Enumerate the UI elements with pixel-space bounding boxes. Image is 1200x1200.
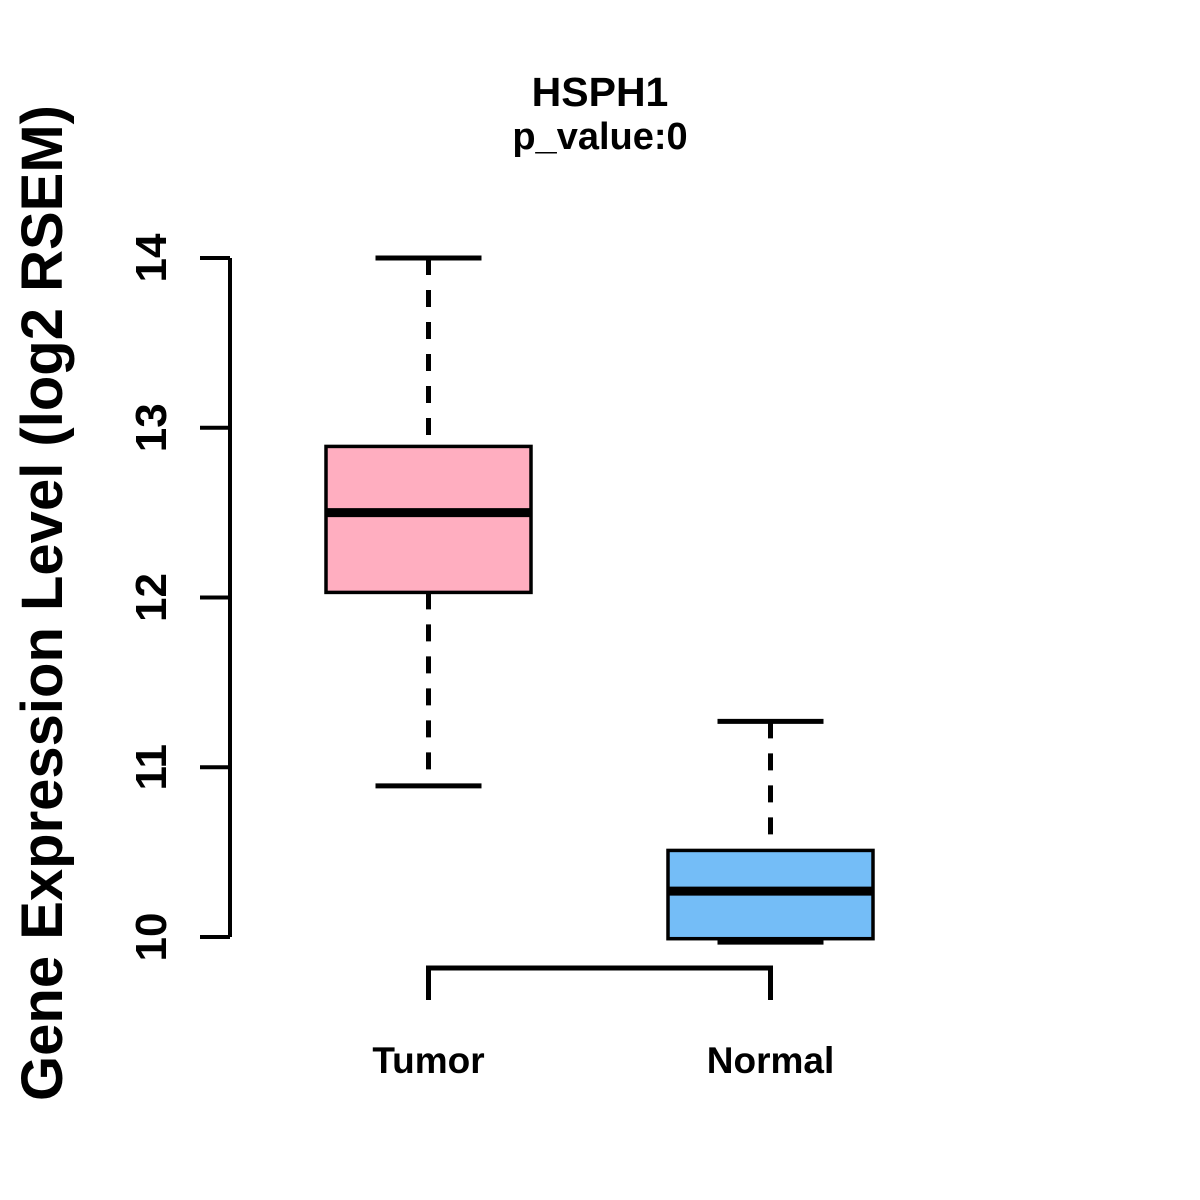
plot-area: 10 11 12 13 14 Tumor Normal — [127, 233, 875, 1081]
comparison-bracket — [426, 965, 773, 1000]
y-axis-title: Gene Expression Level (log2 RSEM) — [10, 105, 75, 1101]
x-category-label-tumor: Tumor — [372, 1040, 484, 1081]
y-axis-tick-label: 13 — [127, 403, 176, 452]
box-tumor — [324, 444, 533, 595]
y-axis-tick-label: 11 — [127, 744, 176, 791]
y-axis-tick-label: 10 — [127, 913, 176, 962]
y-axis-tick-label: 14 — [127, 233, 176, 282]
y-axis-tick-label: 12 — [127, 573, 176, 622]
x-category-label-normal: Normal — [707, 1040, 834, 1081]
chart-subtitle: p_value:0 — [512, 116, 687, 158]
chart-title: HSPH1 — [532, 69, 669, 115]
